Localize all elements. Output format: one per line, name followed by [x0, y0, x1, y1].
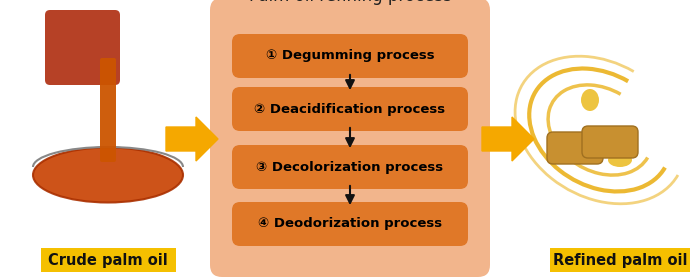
Text: ① Degumming process: ① Degumming process — [266, 49, 434, 62]
FancyBboxPatch shape — [232, 87, 468, 131]
FancyBboxPatch shape — [582, 126, 638, 158]
FancyBboxPatch shape — [45, 10, 120, 85]
Text: ④ Deodorization process: ④ Deodorization process — [258, 218, 442, 230]
Text: Crude palm oil: Crude palm oil — [48, 252, 168, 268]
FancyBboxPatch shape — [232, 145, 468, 189]
Text: ③ Decolorization process: ③ Decolorization process — [256, 160, 444, 174]
Text: Palm oil refining process: Palm oil refining process — [248, 0, 452, 5]
FancyArrow shape — [166, 117, 218, 161]
Text: Refined palm oil: Refined palm oil — [553, 252, 687, 268]
FancyBboxPatch shape — [232, 34, 468, 78]
Ellipse shape — [608, 153, 632, 167]
Ellipse shape — [581, 89, 599, 111]
FancyBboxPatch shape — [550, 248, 690, 272]
Ellipse shape — [551, 141, 579, 159]
FancyBboxPatch shape — [210, 0, 490, 277]
FancyArrow shape — [482, 117, 534, 161]
FancyBboxPatch shape — [100, 58, 116, 162]
FancyBboxPatch shape — [41, 248, 176, 272]
Ellipse shape — [33, 148, 183, 203]
FancyBboxPatch shape — [232, 202, 468, 246]
Text: ② Deacidification process: ② Deacidification process — [254, 102, 446, 116]
FancyBboxPatch shape — [547, 132, 603, 164]
Text: DOING: DOING — [278, 149, 422, 187]
